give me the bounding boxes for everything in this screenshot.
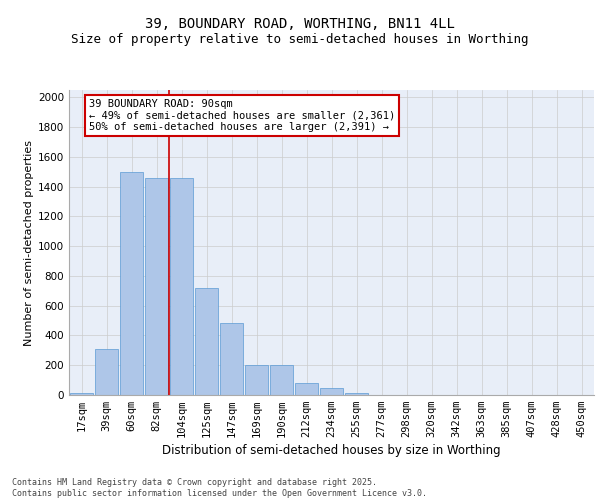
Bar bbox=[145, 178, 168, 395]
Bar bbox=[245, 365, 268, 395]
Bar bbox=[295, 383, 318, 395]
Bar bbox=[195, 288, 218, 395]
Y-axis label: Number of semi-detached properties: Number of semi-detached properties bbox=[24, 140, 34, 346]
Bar bbox=[70, 393, 93, 395]
Bar bbox=[170, 178, 193, 395]
Text: Size of property relative to semi-detached houses in Worthing: Size of property relative to semi-detach… bbox=[71, 32, 529, 46]
Text: 39, BOUNDARY ROAD, WORTHING, BN11 4LL: 39, BOUNDARY ROAD, WORTHING, BN11 4LL bbox=[145, 18, 455, 32]
Bar bbox=[220, 323, 243, 395]
Bar bbox=[95, 349, 118, 395]
X-axis label: Distribution of semi-detached houses by size in Worthing: Distribution of semi-detached houses by … bbox=[162, 444, 501, 458]
Bar bbox=[345, 393, 368, 395]
Bar bbox=[120, 172, 143, 395]
Text: 39 BOUNDARY ROAD: 90sqm
← 49% of semi-detached houses are smaller (2,361)
50% of: 39 BOUNDARY ROAD: 90sqm ← 49% of semi-de… bbox=[89, 99, 395, 132]
Bar bbox=[320, 388, 343, 395]
Bar bbox=[270, 365, 293, 395]
Text: Contains HM Land Registry data © Crown copyright and database right 2025.
Contai: Contains HM Land Registry data © Crown c… bbox=[12, 478, 427, 498]
